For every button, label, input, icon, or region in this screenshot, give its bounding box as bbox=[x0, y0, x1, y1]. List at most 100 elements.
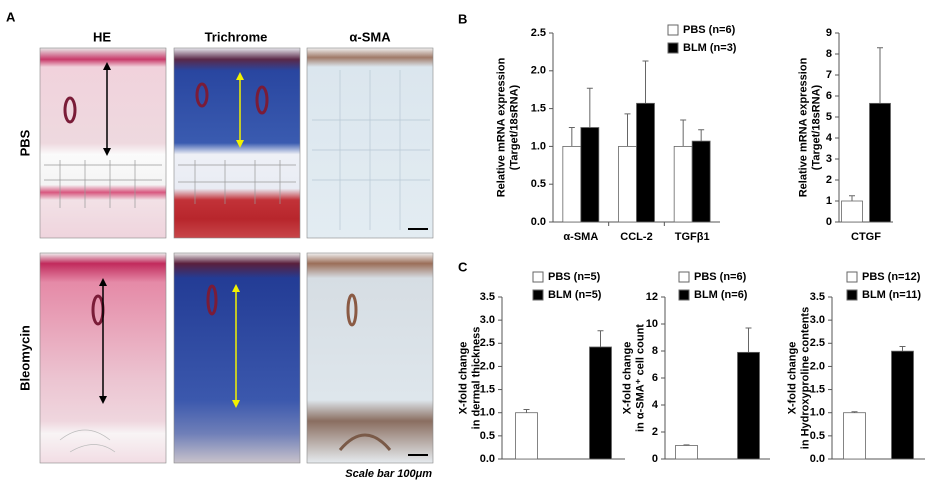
legend-label: BLM (n=3) bbox=[683, 42, 737, 54]
y-tick-label: 1.5 bbox=[480, 383, 495, 395]
error-bar bbox=[568, 127, 575, 147]
bar bbox=[515, 412, 538, 460]
y-tick-label: 4 bbox=[652, 399, 659, 411]
y-tick-label: 2 bbox=[826, 174, 832, 186]
x-tick-label: TGFβ1 bbox=[675, 231, 710, 243]
y-tick-label: 6 bbox=[652, 372, 658, 384]
bar bbox=[691, 140, 711, 223]
bar bbox=[618, 145, 637, 223]
fat-cells bbox=[44, 70, 430, 453]
legend-label: BLM (n=11) bbox=[862, 289, 921, 301]
y-tick-label: 1 bbox=[826, 195, 832, 207]
y-tick-label: 6 bbox=[826, 90, 832, 102]
x-tick-label: α-SMA bbox=[563, 231, 598, 243]
legend-swatch bbox=[667, 24, 679, 36]
error-bar bbox=[642, 60, 649, 104]
y-tick-label: 5 bbox=[826, 111, 832, 123]
legend-label: PBS (n=6) bbox=[683, 24, 736, 36]
row-label: PBS bbox=[17, 129, 32, 156]
bar bbox=[562, 145, 582, 223]
charts: 0.0 0.5 1.0 1.5 2.0 2.5 Relative mRNA expressi… bbox=[457, 24, 925, 465]
y-tick-label: 7 bbox=[826, 69, 832, 81]
y-axis-label: X-fold change bbox=[457, 342, 469, 415]
y-tick-label: 8 bbox=[652, 345, 658, 357]
y-tick-label: 0.5 bbox=[480, 430, 495, 442]
bar bbox=[636, 102, 655, 223]
column-header: HE bbox=[93, 29, 111, 44]
y-tick-label: 1.5 bbox=[531, 103, 546, 115]
y-tick-label: 1.5 bbox=[810, 383, 825, 395]
legend-label: BLM (n=5) bbox=[548, 289, 602, 301]
x-tick-label: CTGF bbox=[851, 231, 881, 243]
legend-swatch bbox=[678, 271, 690, 283]
error-bar bbox=[849, 195, 855, 201]
panel-label: B bbox=[458, 11, 467, 26]
error-bar bbox=[680, 119, 687, 147]
legend-swatch bbox=[846, 271, 858, 283]
bar bbox=[673, 145, 693, 223]
panel-label: C bbox=[458, 259, 468, 274]
legend-label: BLM (n=6) bbox=[694, 289, 748, 301]
error-bar bbox=[851, 411, 858, 413]
image-he-pbs bbox=[39, 47, 167, 239]
legend-swatch bbox=[532, 289, 544, 301]
y-axis-label: (Target/18sRNA) bbox=[810, 84, 822, 170]
y-axis-label: X-fold change bbox=[621, 342, 633, 415]
y-axis-label: in dermal thickness bbox=[470, 327, 482, 430]
image-trichrome-bleomycin bbox=[173, 252, 301, 464]
y-axis-label: in Hydroxyproline contents bbox=[799, 307, 811, 449]
bar bbox=[869, 102, 891, 223]
y-tick-label: 0.0 bbox=[810, 453, 825, 465]
bar bbox=[843, 412, 866, 460]
y-tick-label: 2.0 bbox=[531, 65, 546, 77]
y-tick-label: 2.5 bbox=[810, 337, 825, 349]
error-bar bbox=[698, 129, 705, 142]
histology-images bbox=[39, 47, 434, 464]
y-tick-label: 0.5 bbox=[810, 430, 825, 442]
y-tick-label: 1.0 bbox=[810, 407, 825, 419]
legend-label: PBS (n=6) bbox=[694, 271, 747, 283]
error-bar bbox=[597, 330, 604, 347]
y-tick-label: 0 bbox=[826, 216, 832, 228]
thickness-arrows bbox=[99, 62, 244, 408]
error-bar bbox=[624, 113, 631, 147]
x-tick-label: CCL-2 bbox=[620, 231, 652, 243]
y-tick-label: 3.5 bbox=[480, 291, 495, 303]
legend-swatch bbox=[846, 289, 858, 301]
y-tick-label: 0.5 bbox=[531, 178, 546, 190]
y-tick-label: 2.5 bbox=[480, 337, 495, 349]
y-tick-label: 3.5 bbox=[810, 291, 825, 303]
error-bar bbox=[586, 87, 593, 128]
bar bbox=[841, 200, 863, 223]
y-tick-label: 12 bbox=[646, 291, 658, 303]
y-tick-label: 1.0 bbox=[480, 407, 495, 419]
y-tick-label: 2.5 bbox=[531, 27, 546, 39]
y-axis-label: in α-SMA⁺ cell count bbox=[634, 324, 646, 432]
y-axis-label: Relative mRNA expression bbox=[797, 57, 809, 197]
legend-swatch bbox=[532, 271, 544, 283]
y-tick-label: 0.0 bbox=[480, 453, 495, 465]
error-bar bbox=[683, 444, 690, 446]
error-bar bbox=[899, 346, 906, 352]
column-header: Trichrome bbox=[205, 29, 268, 44]
column-header: α-SMA bbox=[349, 29, 391, 44]
bar bbox=[737, 351, 760, 460]
legend-swatch bbox=[678, 289, 690, 301]
bar bbox=[589, 346, 612, 460]
y-axis-label: (Target/18sRNA) bbox=[508, 84, 520, 170]
y-tick-label: 1.0 bbox=[531, 140, 546, 152]
error-bar bbox=[523, 408, 530, 413]
y-tick-label: 2.0 bbox=[810, 360, 825, 372]
y-tick-label: 3 bbox=[826, 153, 832, 165]
error-bar bbox=[877, 47, 883, 104]
y-tick-label: 9 bbox=[826, 27, 832, 39]
y-tick-label: 8 bbox=[826, 48, 832, 60]
hair-follicles bbox=[63, 82, 358, 327]
scale-bar-note: Scale bar 100μm bbox=[345, 468, 432, 480]
image-sma-bleomycin bbox=[306, 252, 434, 464]
bar bbox=[891, 350, 914, 460]
y-tick-label: 3.0 bbox=[480, 314, 495, 326]
legend-label: PBS (n=5) bbox=[548, 271, 601, 283]
y-tick-label: 4 bbox=[826, 132, 833, 144]
y-tick-label: 0.0 bbox=[531, 216, 546, 228]
